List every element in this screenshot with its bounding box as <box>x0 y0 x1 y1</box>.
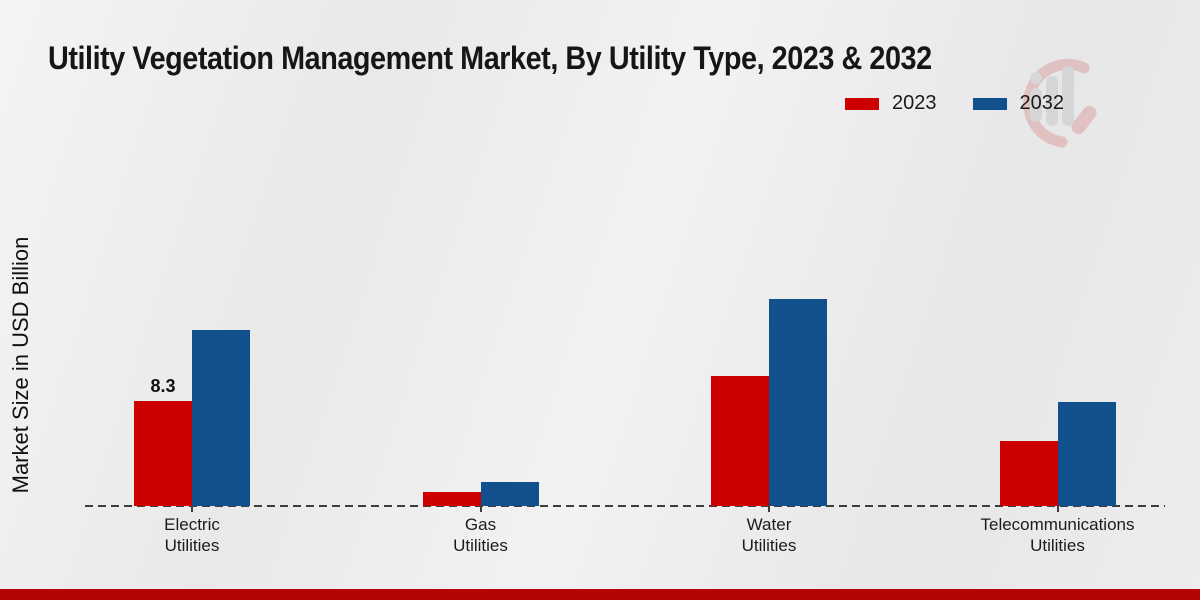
legend-swatch-icon <box>972 97 1007 110</box>
legend-label: 2023 <box>892 92 937 114</box>
bar-2032-electric-utilities <box>192 330 250 506</box>
legend-item-2032: 2032 <box>972 92 1065 115</box>
x-axis-tick <box>768 506 770 512</box>
legend-label: 2032 <box>1019 92 1065 114</box>
bar-2023-water-utilities <box>711 376 769 506</box>
x-category-label: Water Utilities <box>741 515 797 556</box>
legend-item-2023: 2023 <box>845 92 937 115</box>
x-axis-tick <box>479 506 482 512</box>
bottom-accent-strip <box>0 589 1200 600</box>
x-axis-baseline <box>85 505 1165 507</box>
x-category-label: Telecommunications Utilities <box>980 515 1135 556</box>
x-axis-tick <box>191 506 193 512</box>
bar-2023-electric-utilities: 8.3 <box>134 376 192 506</box>
bar-2023-telecommunications-utilities <box>999 441 1058 506</box>
x-axis-tick <box>1056 506 1059 512</box>
bar-2023-gas-utilities <box>422 492 481 506</box>
legend-swatch-icon <box>845 97 879 110</box>
bar-value-label: 8.3 <box>150 376 176 396</box>
x-category-label: Gas Utilities <box>453 515 508 556</box>
legend: 2023 2032 <box>845 92 1064 115</box>
bar-2032-water-utilities <box>769 299 827 506</box>
chart-title: Utility Vegetation Management Market, By… <box>48 40 932 76</box>
market-research-logo-watermark-icon <box>1023 58 1097 148</box>
bar-2032-gas-utilities <box>480 482 539 506</box>
x-category-label: Electric Utilities <box>164 515 220 556</box>
bar-2032-telecommunications-utilities <box>1057 402 1116 506</box>
